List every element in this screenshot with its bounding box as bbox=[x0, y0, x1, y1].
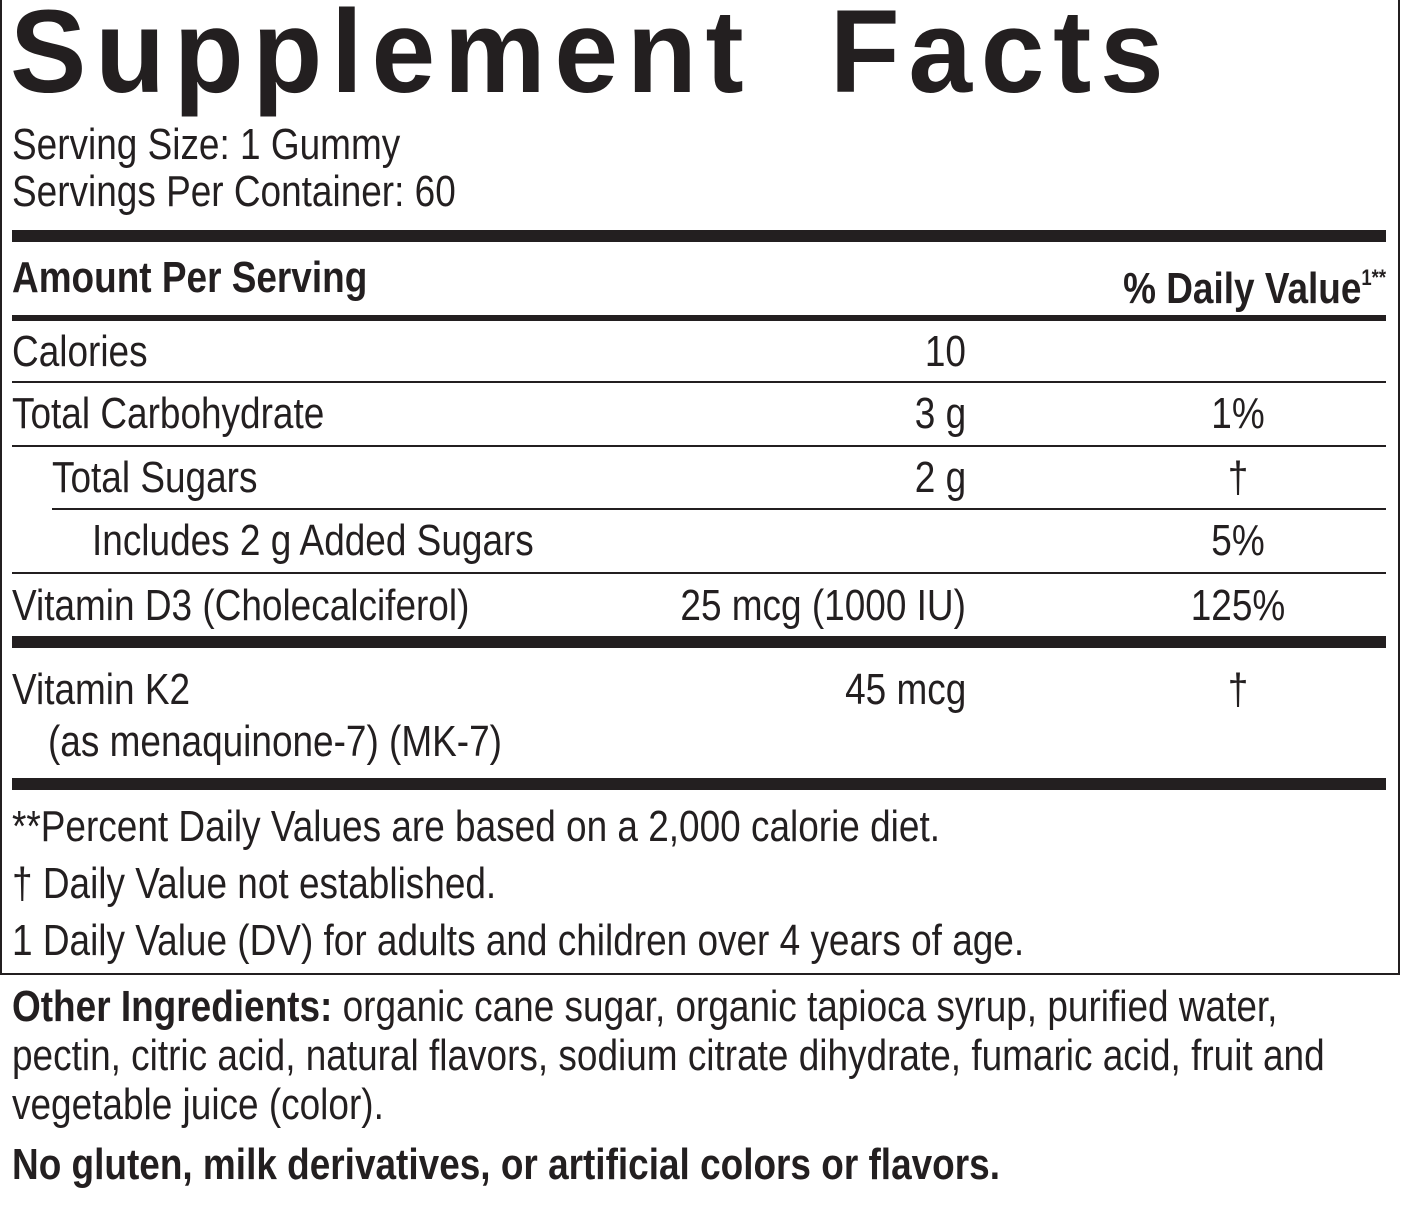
nutrient-amount: 3 g bbox=[914, 389, 966, 438]
footnote: **Percent Daily Values are based on a 2,… bbox=[12, 802, 940, 851]
nutrient-name: Vitamin K2 bbox=[12, 665, 191, 714]
thick-rule bbox=[12, 778, 1386, 790]
thin-rule bbox=[12, 572, 1386, 574]
title: Supplement Facts bbox=[10, 0, 1173, 118]
thick-rule bbox=[12, 230, 1386, 242]
nutrient-amount: 45 mcg bbox=[844, 665, 966, 714]
column-header-mark: 1** bbox=[1361, 265, 1386, 290]
nutrient-amount: 10 bbox=[924, 327, 966, 376]
thin-rule bbox=[52, 508, 1386, 510]
column-header-text: % Daily Value bbox=[1123, 264, 1362, 313]
thick-rule bbox=[12, 636, 1386, 648]
other-ingredients-text: organic cane sugar, organic tapioca syru… bbox=[12, 982, 1325, 1129]
column-header: % Daily Value1** bbox=[1123, 253, 1386, 314]
label-border bbox=[0, 0, 1400, 975]
servings-per-container: Servings Per Container: 60 bbox=[12, 167, 456, 216]
nutrient-amount: 2 g bbox=[914, 453, 966, 502]
nutrient-amount: 25 mcg (1000 IU) bbox=[680, 581, 966, 630]
statement: No gluten, milk derivatives, or artifici… bbox=[12, 1140, 1000, 1189]
nutrient-name: Vitamin D3 (Cholecalciferol) bbox=[12, 581, 470, 630]
footnote: 1 Daily Value (DV) for adults and childr… bbox=[12, 916, 1025, 965]
nutrient-name: Includes 2 g Added Sugars bbox=[92, 516, 534, 565]
nutrient-name: Total Sugars bbox=[52, 453, 258, 502]
other-ingredients-label: Other Ingredients: bbox=[12, 982, 333, 1031]
nutrient-detail: (as menaquinone-7) (MK-7) bbox=[48, 717, 502, 766]
column-header: Amount Per Serving bbox=[12, 253, 368, 302]
daily-value: 5% bbox=[1211, 516, 1265, 565]
thin-rule bbox=[12, 445, 1386, 447]
nutrient-name: Calories bbox=[12, 327, 148, 376]
rule bbox=[12, 315, 1386, 321]
daily-value: † bbox=[1227, 453, 1249, 502]
serving-size: Serving Size: 1 Gummy bbox=[12, 120, 401, 169]
thin-rule bbox=[12, 381, 1386, 383]
daily-value: 1% bbox=[1211, 389, 1265, 438]
daily-value: 125% bbox=[1190, 581, 1286, 630]
footnote: † Daily Value not established. bbox=[12, 859, 497, 908]
nutrient-name: Total Carbohydrate bbox=[12, 389, 325, 438]
other-ingredients: Other Ingredients: organic cane sugar, o… bbox=[12, 982, 1385, 1129]
daily-value: † bbox=[1227, 665, 1249, 714]
